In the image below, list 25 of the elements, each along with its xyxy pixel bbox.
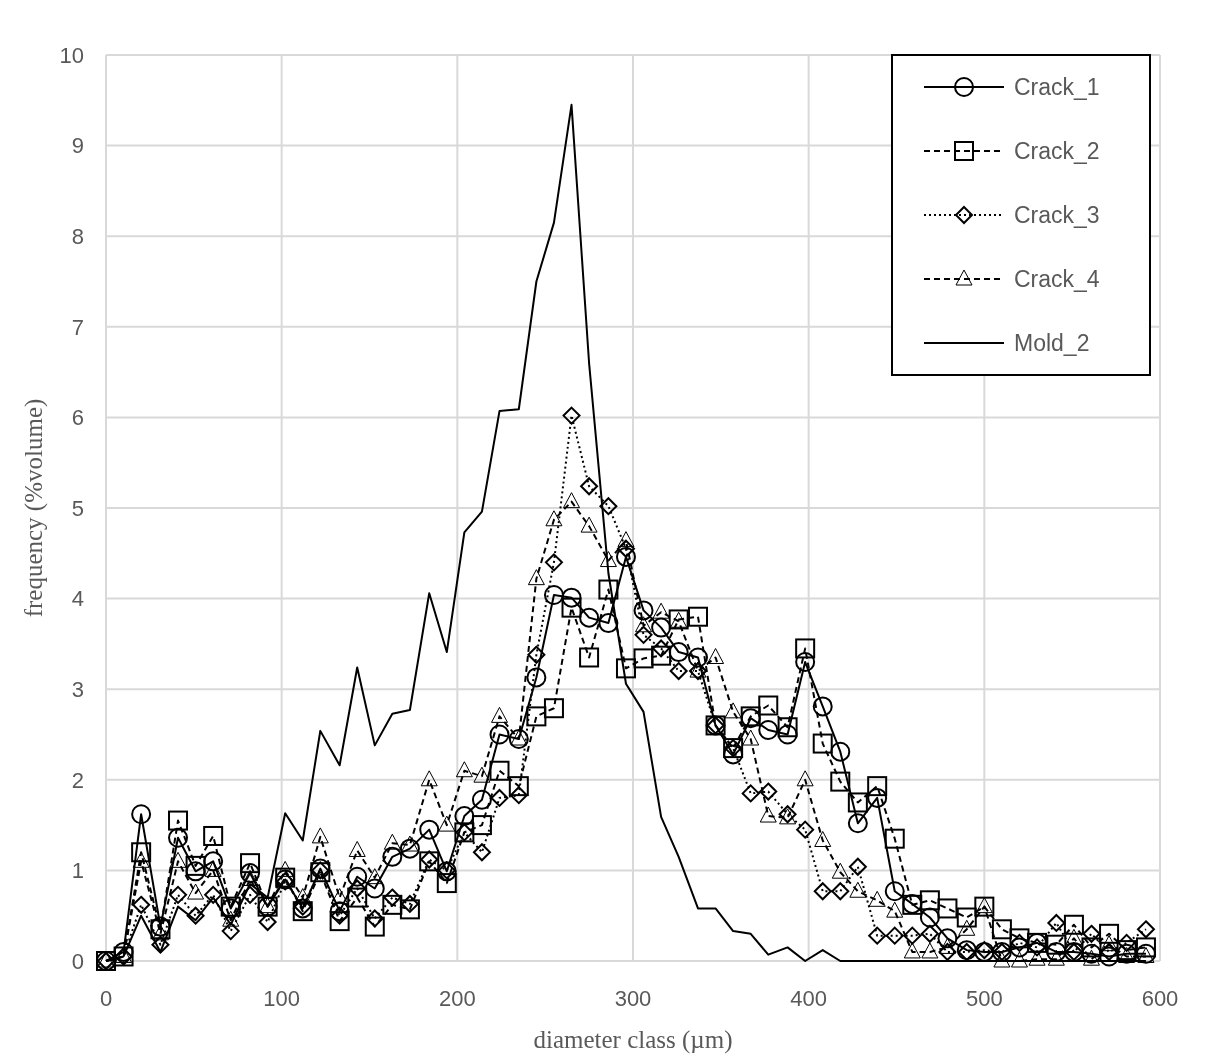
y-tick-label: 10 (59, 42, 84, 68)
x-tick-label: 300 (614, 986, 652, 1011)
y-tick-label: 0 (71, 948, 84, 974)
x-axis-title: diameter class (µm) (533, 1026, 733, 1054)
y-axis-title: frequency (%volume) (20, 398, 48, 618)
legend-label: Crack_4 (1014, 266, 1100, 293)
y-tick-label: 6 (71, 405, 84, 431)
y-tick-label: 2 (71, 767, 84, 793)
y-tick-label: 4 (71, 586, 84, 612)
x-tick-label: 100 (263, 986, 301, 1011)
x-tick-label: 600 (1141, 986, 1179, 1011)
x-tick-label: 500 (965, 986, 1003, 1011)
x-tick-label: 400 (790, 986, 828, 1011)
y-tick-label: 1 (71, 858, 84, 884)
y-tick-label: 5 (71, 495, 84, 521)
x-tick-label: 200 (438, 986, 476, 1011)
y-tick-label: 3 (71, 676, 84, 702)
y-tick-label: 7 (71, 314, 84, 340)
y-tick-label: 9 (71, 133, 84, 159)
x-tick-label: 0 (99, 986, 113, 1011)
legend-label: Mold_2 (1014, 330, 1090, 357)
y-tick-label: 8 (71, 223, 84, 249)
legend-label: Crack_3 (1014, 202, 1100, 229)
legend-label: Crack_2 (1014, 138, 1100, 165)
legend-label: Crack_1 (1014, 74, 1100, 101)
